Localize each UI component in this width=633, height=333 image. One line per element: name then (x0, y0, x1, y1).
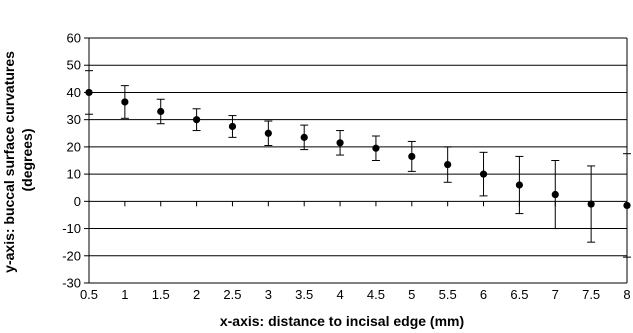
x-tick-label: 2 (193, 287, 200, 302)
data-point (372, 144, 380, 152)
x-tick-label: 2.5 (223, 287, 241, 302)
x-tick-label: 3.5 (295, 287, 313, 302)
x-tick-labels: 0.5 1 1.5 2 2.5 3 3.5 4 4.5 5 5.5 6 6.5 7 7.5 8 (80, 287, 631, 302)
data-point (157, 107, 165, 116)
y-tick-label: 20 (67, 139, 81, 154)
x-tick-label: 1.5 (152, 287, 170, 302)
x-tick-label: 4.5 (367, 287, 385, 302)
y-tick-label: 30 (67, 112, 81, 127)
y-tick-label: 10 (67, 167, 81, 182)
data-point (85, 88, 93, 97)
y-axis-label: y-axis: buccal surface curvatures (degre… (1, 47, 35, 273)
x-tick-label: 7.5 (582, 287, 600, 302)
y-tick-label: -30 (62, 276, 81, 291)
x-tick-label: 5.5 (439, 287, 457, 302)
x-tick-label: 8 (623, 287, 630, 302)
error-bars (85, 70, 631, 258)
x-tick-label: 7 (552, 287, 559, 302)
data-point (551, 190, 559, 199)
y-tick-label: 0 (74, 194, 81, 209)
x-tick-label: 5 (408, 287, 415, 302)
data-point (193, 116, 201, 124)
y-tick-label: 60 (67, 31, 81, 46)
x-tick-label: 3 (265, 287, 272, 302)
data-point (623, 201, 631, 210)
data-points (85, 88, 631, 210)
x-tick-label: 6 (480, 287, 487, 302)
y-tick-label: -20 (62, 248, 81, 263)
data-point (515, 181, 524, 189)
data-point (408, 152, 416, 161)
y-axis-label-line-1: y-axis: buccal surface curvatures (1, 51, 17, 273)
y-axis-label-line-2: (degrees) (19, 128, 35, 191)
data-point (228, 122, 237, 131)
data-point (444, 160, 452, 169)
data-point (264, 129, 272, 137)
y-tick-label: -10 (62, 221, 81, 236)
x-tick-label: 4 (336, 287, 343, 302)
x-tick-label: 0.5 (80, 287, 98, 302)
grid-lines (89, 37, 627, 284)
y-tick-label: 50 (67, 58, 81, 73)
data-point (121, 98, 129, 106)
data-point (587, 200, 595, 208)
y-tick-label: 40 (67, 85, 81, 100)
data-point (300, 133, 308, 141)
x-tick-label: 1 (121, 287, 128, 302)
axes (84, 37, 628, 284)
y-tick-labels: 60 50 40 30 20 10 0 -10 -20 -30 (62, 31, 81, 291)
data-point (479, 170, 488, 178)
x-axis-label: x-axis: distance to incisal edge (mm) (220, 313, 464, 329)
data-point (336, 139, 344, 147)
x-tick-label: 6.5 (510, 287, 528, 302)
